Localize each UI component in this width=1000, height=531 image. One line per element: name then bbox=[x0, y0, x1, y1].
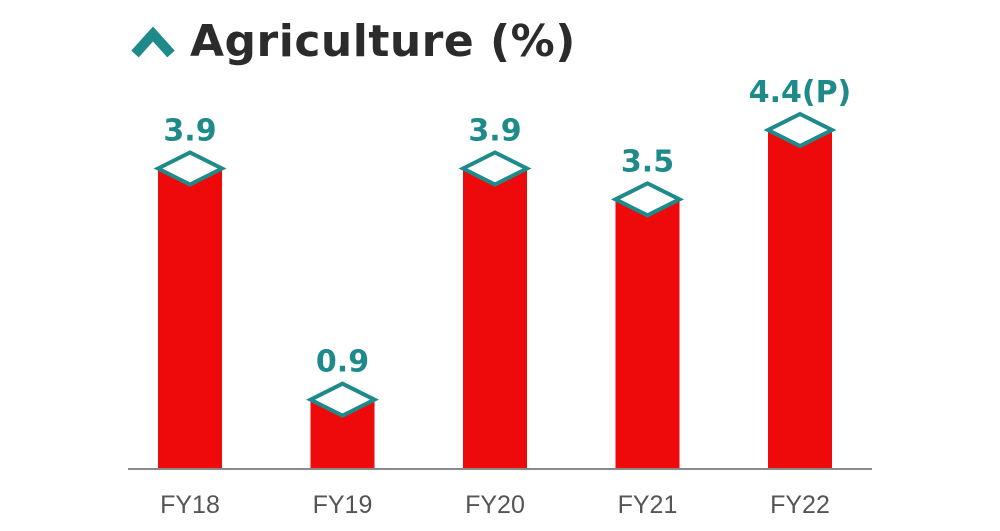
x-tick-FY22: FY22 bbox=[770, 491, 830, 519]
data-labels-group: 3.9 0.9 3.9 3.5 4.4(P) bbox=[163, 75, 851, 380]
data-label-FY22: 4.4(P) bbox=[749, 75, 852, 110]
data-label-FY19: 0.9 bbox=[316, 345, 369, 380]
bar-cap-FY19 bbox=[306, 381, 379, 418]
bar-cap-FY22 bbox=[763, 111, 837, 149]
data-label-FY20: 3.9 bbox=[468, 114, 521, 149]
bar-cap-FY18 bbox=[153, 150, 227, 187]
data-label-FY18: 3.9 bbox=[163, 114, 216, 149]
chart-title: Agriculture (%) bbox=[190, 15, 576, 67]
bar-FY20 bbox=[463, 168, 527, 470]
chart-header: Agriculture (%) bbox=[130, 6, 576, 76]
bar-FY21 bbox=[615, 199, 680, 469]
x-tick-labels-group: FY18 FY19 FY20 FY21 FY22 bbox=[160, 491, 830, 519]
bar-FY22 bbox=[768, 130, 832, 469]
bar-cap-FY21 bbox=[611, 181, 684, 218]
x-tick-FY21: FY21 bbox=[618, 491, 678, 519]
chevron-up-icon bbox=[131, 26, 175, 58]
bar-cap-FY20 bbox=[458, 150, 532, 187]
bar-FY18 bbox=[158, 168, 222, 470]
data-label-FY21: 3.5 bbox=[621, 144, 674, 179]
x-tick-FY18: FY18 bbox=[160, 491, 220, 519]
x-tick-FY20: FY20 bbox=[465, 491, 525, 519]
x-tick-FY19: FY19 bbox=[313, 491, 373, 519]
bars-group bbox=[153, 111, 837, 470]
